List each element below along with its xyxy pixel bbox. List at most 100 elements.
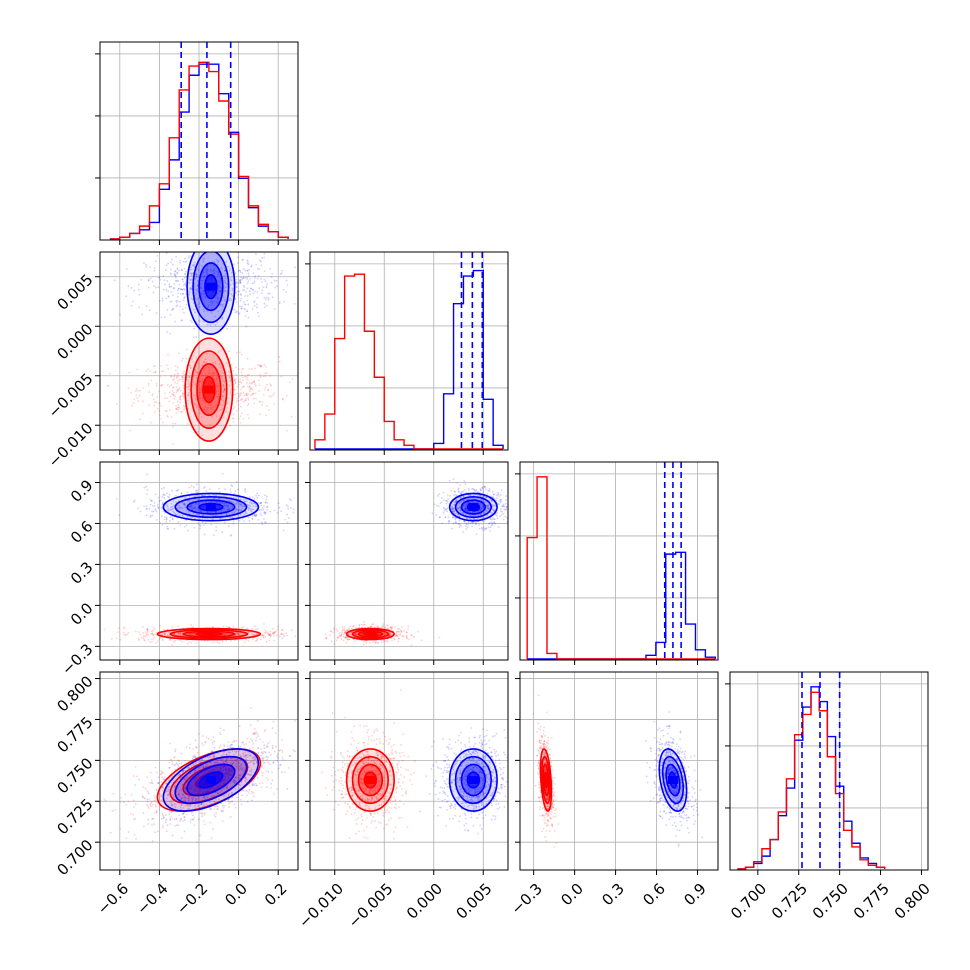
sample-point	[218, 349, 221, 352]
sample-point	[237, 262, 239, 264]
sample-point	[356, 633, 358, 635]
sample-point	[473, 494, 475, 497]
histogram-panel-2	[310, 252, 508, 450]
sample-point	[151, 393, 154, 396]
sample-point	[495, 497, 498, 499]
sample-point	[266, 296, 268, 299]
sample-point	[230, 501, 233, 503]
sample-point	[187, 378, 190, 381]
sample-point	[398, 633, 401, 636]
blue-density-peak	[205, 503, 216, 512]
sample-point	[169, 273, 172, 276]
sample-point	[470, 521, 473, 524]
sample-point	[203, 813, 206, 816]
sample-point	[230, 364, 233, 366]
sample-point	[348, 638, 350, 641]
sample-point	[221, 318, 224, 321]
sample-point	[159, 375, 162, 378]
sample-point	[223, 495, 225, 497]
sample-point	[493, 497, 496, 500]
sample-point	[205, 410, 207, 412]
sample-point	[454, 490, 457, 493]
sample-point	[238, 269, 241, 272]
sample-point	[233, 406, 236, 408]
sample-point	[199, 380, 202, 383]
sample-point	[222, 394, 225, 397]
sample-point	[199, 285, 202, 288]
sample-point	[183, 296, 186, 298]
sample-point	[168, 634, 171, 637]
sample-point	[185, 270, 187, 273]
sample-point	[175, 250, 177, 252]
sample-point	[152, 365, 155, 368]
sample-point	[204, 522, 207, 525]
sample-point	[259, 508, 261, 511]
sample-point	[336, 636, 339, 639]
sample-point	[230, 484, 233, 486]
sample-point	[230, 769, 232, 772]
sample-point	[208, 404, 211, 406]
sample-point	[254, 505, 257, 508]
sample-point	[234, 510, 237, 512]
sample-point	[325, 637, 328, 640]
sample-point	[369, 625, 372, 628]
sample-point	[240, 353, 243, 356]
sample-point	[194, 789, 197, 792]
sample-point	[224, 269, 227, 272]
sample-point	[213, 272, 215, 275]
sample-point	[143, 486, 146, 489]
sample-point	[188, 796, 190, 799]
sample-point	[257, 633, 259, 636]
sample-point	[482, 505, 485, 508]
sample-point	[179, 288, 182, 290]
sample-point	[453, 509, 456, 512]
sample-point	[486, 505, 489, 508]
sample-point	[208, 369, 211, 371]
sample-point	[343, 631, 346, 634]
sample-point	[149, 277, 152, 280]
sample-point	[220, 290, 222, 293]
sample-point	[215, 258, 218, 261]
sample-point	[221, 377, 224, 380]
sample-point	[346, 638, 349, 641]
sample-point	[226, 327, 229, 330]
sample-point	[435, 513, 437, 516]
sample-point	[504, 508, 507, 511]
sample-point	[196, 792, 199, 795]
sample-point	[180, 506, 183, 509]
sample-point	[222, 416, 225, 419]
sample-point	[466, 503, 469, 506]
sample-point	[260, 786, 263, 789]
sample-point	[458, 506, 461, 509]
sample-point	[207, 412, 210, 415]
sample-point	[126, 268, 128, 271]
sample-point	[184, 497, 186, 499]
sample-point	[491, 500, 494, 502]
sample-point	[191, 298, 194, 301]
sample-point	[487, 504, 490, 507]
sample-point	[196, 303, 199, 306]
sample-point	[230, 796, 233, 799]
sample-point	[222, 633, 225, 635]
sample-point	[163, 496, 166, 499]
sample-point	[196, 298, 199, 301]
sample-point	[217, 398, 220, 401]
sample-point	[243, 500, 246, 503]
sample-point	[450, 490, 453, 492]
sample-point	[456, 482, 459, 484]
sample-point	[257, 628, 260, 630]
sample-point	[130, 794, 133, 796]
sample-point	[209, 300, 212, 303]
sample-point	[151, 504, 154, 507]
sample-point	[282, 398, 284, 401]
sample-point	[158, 414, 161, 417]
sample-point	[198, 498, 201, 500]
sample-point	[197, 372, 200, 375]
sample-point	[219, 277, 222, 280]
sample-point	[200, 803, 203, 805]
sample-point	[218, 290, 221, 293]
sample-point	[214, 296, 217, 299]
sample-point	[140, 278, 143, 281]
sample-point	[509, 514, 511, 516]
sample-point	[358, 626, 361, 629]
